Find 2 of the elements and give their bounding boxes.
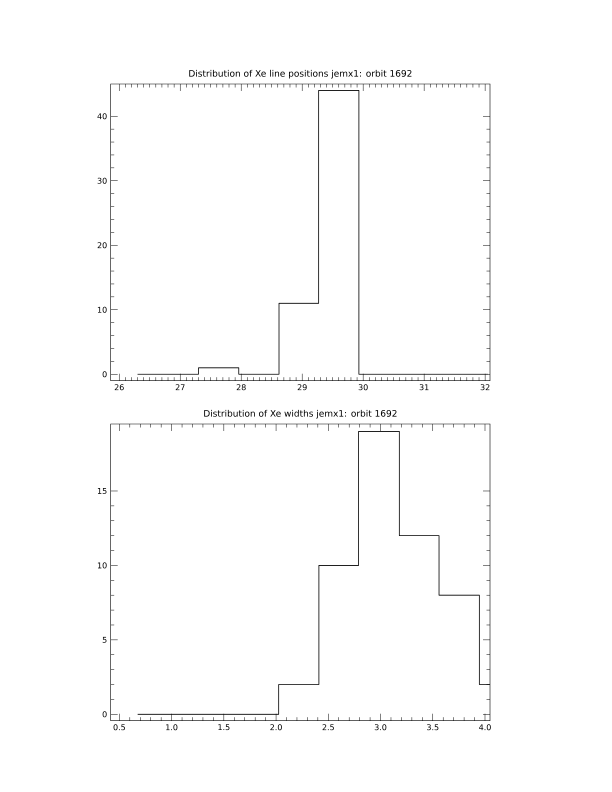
chart-title: Distribution of Xe widths jemx1: orbit 1692 [204,410,397,418]
chart-title: Distribution of Xe line positions jemx1: orbit 1692 [189,70,412,78]
